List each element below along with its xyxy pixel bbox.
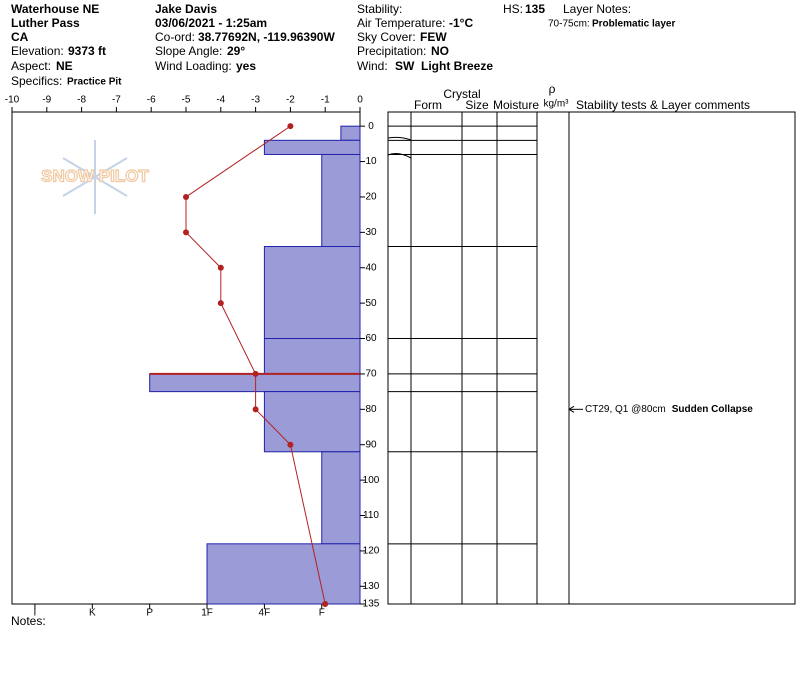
- field-value: 135: [525, 2, 545, 16]
- x-tick-label: -4: [216, 95, 225, 106]
- x-tick-label: -8: [77, 95, 86, 106]
- x-tick-label: -9: [42, 95, 51, 106]
- y-tick-label: 30: [365, 227, 377, 238]
- field-label: Precipitation:: [357, 44, 426, 58]
- x-tick-label: -10: [5, 95, 20, 106]
- column-header: Moisture: [493, 98, 539, 112]
- layer-note-text: Problematic layer: [592, 19, 675, 30]
- hardness-layer: [340, 125, 361, 141]
- temperature-point: [183, 193, 189, 200]
- field-value: FEW: [420, 30, 447, 44]
- y-tick-label: 80: [365, 404, 377, 415]
- field-label: Stability:: [357, 2, 402, 16]
- field-value: Practice Pit: [67, 77, 122, 88]
- column-header: Size: [465, 98, 489, 112]
- field-value: NO: [431, 44, 449, 58]
- field-label: Co-ord:: [155, 30, 195, 44]
- y-tick-label: 50: [365, 298, 377, 309]
- x-tick-label: -6: [147, 95, 156, 106]
- column-group: Crystal: [443, 87, 480, 101]
- x-tick-label: -2: [286, 95, 295, 106]
- x-tick-label: 0: [357, 95, 363, 106]
- y-tick-label: 0: [368, 121, 374, 132]
- temperature-point: [183, 229, 189, 236]
- column-header: ρ: [549, 82, 556, 96]
- hardness-layer: [321, 153, 361, 248]
- y-tick-label: 20: [365, 192, 377, 203]
- hardness-layer: [206, 543, 361, 605]
- column-header: kg/m³: [544, 99, 570, 110]
- datetime: 03/06/2021 - 1:25am: [155, 16, 267, 30]
- temperature-point: [322, 601, 329, 607]
- y-tick-label: 100: [363, 475, 380, 486]
- hardness-tick-label: K: [89, 608, 96, 619]
- y-tick-label: 60: [365, 333, 377, 344]
- table-frame: [387, 111, 796, 605]
- temperature-point: [217, 264, 224, 271]
- logo-text: SNOW PILOT: [41, 166, 149, 185]
- field-label: Wind Loading:: [155, 59, 232, 73]
- field-label: Air Temperature:: [357, 16, 445, 30]
- hardness-tick-label: I: [34, 608, 37, 619]
- temperature-point: [287, 441, 294, 448]
- field-label: Specifics:: [11, 74, 62, 88]
- field-label: Elevation:: [11, 44, 64, 58]
- field-value: yes: [236, 59, 256, 73]
- x-tick-label: -1: [321, 95, 330, 106]
- y-tick-label: 120: [363, 546, 380, 557]
- notes-label: Notes:: [11, 614, 46, 628]
- hardness-layer: [263, 139, 361, 155]
- y-tick-label: 130: [363, 581, 380, 592]
- field-value: -1°C: [449, 16, 473, 30]
- x-tick-label: -3: [251, 95, 260, 106]
- field-value: NE: [56, 59, 73, 73]
- field-label: HS:: [503, 2, 523, 16]
- x-tick-label: -5: [182, 95, 191, 106]
- y-tick-label: 90: [365, 439, 377, 450]
- test-label: CT29, Q1 @80cm: [585, 404, 666, 415]
- state: CA: [11, 30, 29, 44]
- y-tick-label: 40: [365, 262, 377, 273]
- field-label: Layer Notes:: [563, 2, 631, 16]
- field-value: SW Light Breeze: [395, 59, 493, 73]
- hardness-layer: [263, 338, 361, 375]
- observer: Jake Davis: [155, 2, 217, 16]
- temperature-point: [252, 406, 259, 413]
- hardness-tick-label: 1F: [201, 608, 213, 619]
- y-tick-label: 10: [365, 156, 377, 167]
- field-label: Sky Cover:: [357, 30, 416, 44]
- y-tick-label: 70: [365, 369, 377, 380]
- x-tick-label: -7: [112, 95, 121, 106]
- hardness-layer: [263, 246, 361, 340]
- hardness-tick-label: 4F: [259, 608, 271, 619]
- field-value: 38.77692N, -119.96390W: [198, 30, 335, 44]
- temperature-point: [287, 123, 294, 130]
- column-header: Stability tests & Layer comments: [576, 98, 750, 112]
- layer-note-range: 70-75cm:: [548, 19, 590, 30]
- hardness-layer: [321, 451, 361, 545]
- field-label: Slope Angle:: [155, 44, 222, 58]
- temperature-point: [252, 370, 259, 377]
- test-result: Sudden Collapse: [672, 404, 754, 415]
- field-label: Aspect:: [11, 59, 51, 73]
- field-value: 29°: [227, 44, 245, 58]
- hardness-tick-label: P: [146, 608, 153, 619]
- field-label: Wind:: [357, 59, 388, 73]
- hardness-tick-label: F: [319, 608, 325, 619]
- y-tick-label: 135: [363, 599, 380, 610]
- temperature-point: [217, 300, 224, 307]
- y-tick-label: 110: [363, 510, 379, 521]
- location: Waterhouse NE: [11, 2, 99, 16]
- area: Luther Pass: [11, 16, 80, 30]
- logo: [62, 140, 128, 214]
- field-value: 9373 ft: [68, 44, 106, 58]
- hardness-layer: [263, 391, 361, 453]
- test-arrowhead: [568, 405, 575, 413]
- logo-stroke: [62, 157, 128, 197]
- column-header: Form: [414, 98, 442, 112]
- table-columns: [387, 112, 570, 604]
